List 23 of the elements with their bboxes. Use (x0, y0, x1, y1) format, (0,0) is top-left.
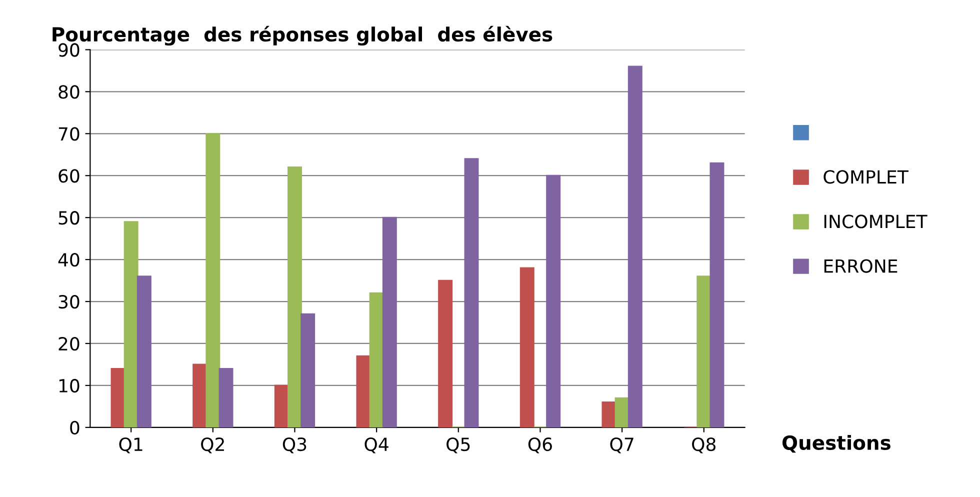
x-tick-label: Q5 (446, 437, 470, 454)
legend-label: COMPLET (824, 170, 909, 184)
y-tick-label: 10 (59, 378, 80, 393)
x-tick-label: Q8 (692, 437, 716, 454)
x-tick-label: Q2 (201, 437, 224, 454)
y-tick-label: 70 (58, 127, 80, 141)
y-tick-label: 60 (58, 169, 80, 183)
x-tick-label: Q3 (282, 437, 306, 454)
y-tick-label: 80 (58, 85, 80, 99)
x-tick-label: Q4 (364, 437, 388, 454)
y-tick-label: 40 (58, 253, 80, 267)
y-tick-label: 90 (58, 43, 80, 57)
legend-label: ERRONE (824, 259, 898, 273)
y-tick-label: 20 (58, 336, 80, 351)
x-tick-label: Q7 (610, 437, 634, 454)
y-tick-label: 30 (58, 294, 80, 309)
legend-label: INCOMPLET (824, 214, 928, 228)
x-tick-label: Q6 (528, 437, 552, 454)
y-tick-label: 0 (70, 420, 80, 435)
x-axis-title: Questions (782, 434, 890, 453)
y-tick-label: 50 (58, 211, 80, 225)
x-tick-label: Q1 (119, 437, 142, 454)
chart-title: Pourcentage des réponses global des élèves (52, 26, 552, 46)
